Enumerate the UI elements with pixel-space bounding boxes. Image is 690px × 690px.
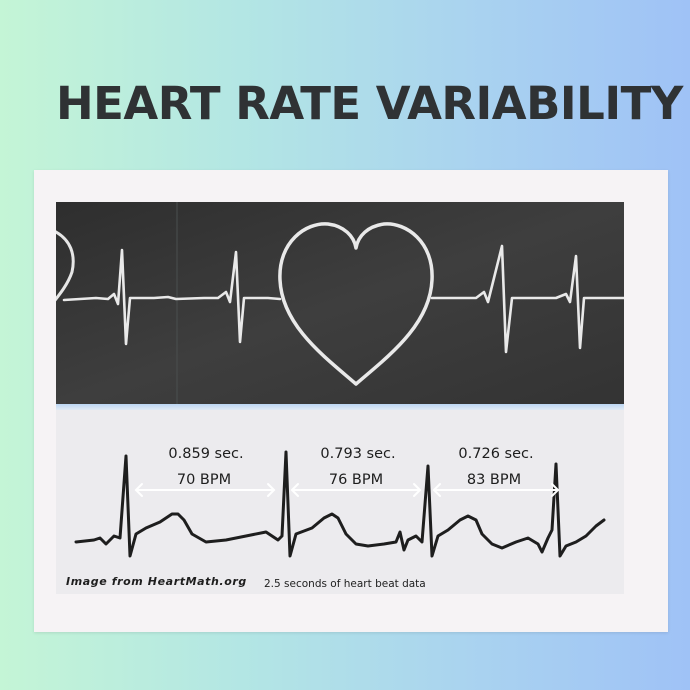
interval-arrow bbox=[432, 483, 560, 497]
interval-bpm-label: 83 BPM bbox=[467, 472, 521, 488]
interval-seconds-label: 0.859 sec. bbox=[168, 446, 243, 462]
chalkboard-illustration bbox=[56, 202, 624, 406]
heartbeat-line bbox=[62, 244, 624, 354]
partial-heart-left bbox=[56, 230, 75, 302]
interval-arrow bbox=[290, 483, 422, 497]
ecg-caption: 2.5 seconds of heart beat data bbox=[264, 578, 426, 590]
ecg-strip: 0.859 sec. 70 BPM 0.793 sec. 76 BPM 0.72… bbox=[56, 410, 624, 594]
image-divider bbox=[56, 404, 624, 412]
interval-seconds-label: 0.726 sec. bbox=[458, 446, 533, 462]
interval-arrow bbox=[134, 483, 276, 497]
ecg-trace bbox=[74, 450, 606, 558]
interval-bpm-label: 76 BPM bbox=[329, 472, 383, 488]
chalk-heart bbox=[278, 222, 434, 386]
interval-seconds-label: 0.793 sec. bbox=[320, 446, 395, 462]
page-title: HEART RATE VARIABILITY bbox=[56, 77, 683, 130]
interval-bpm-label: 70 BPM bbox=[177, 472, 231, 488]
chalkboard-background bbox=[56, 202, 624, 406]
image-credit: Image from HeartMath.org bbox=[66, 575, 247, 588]
